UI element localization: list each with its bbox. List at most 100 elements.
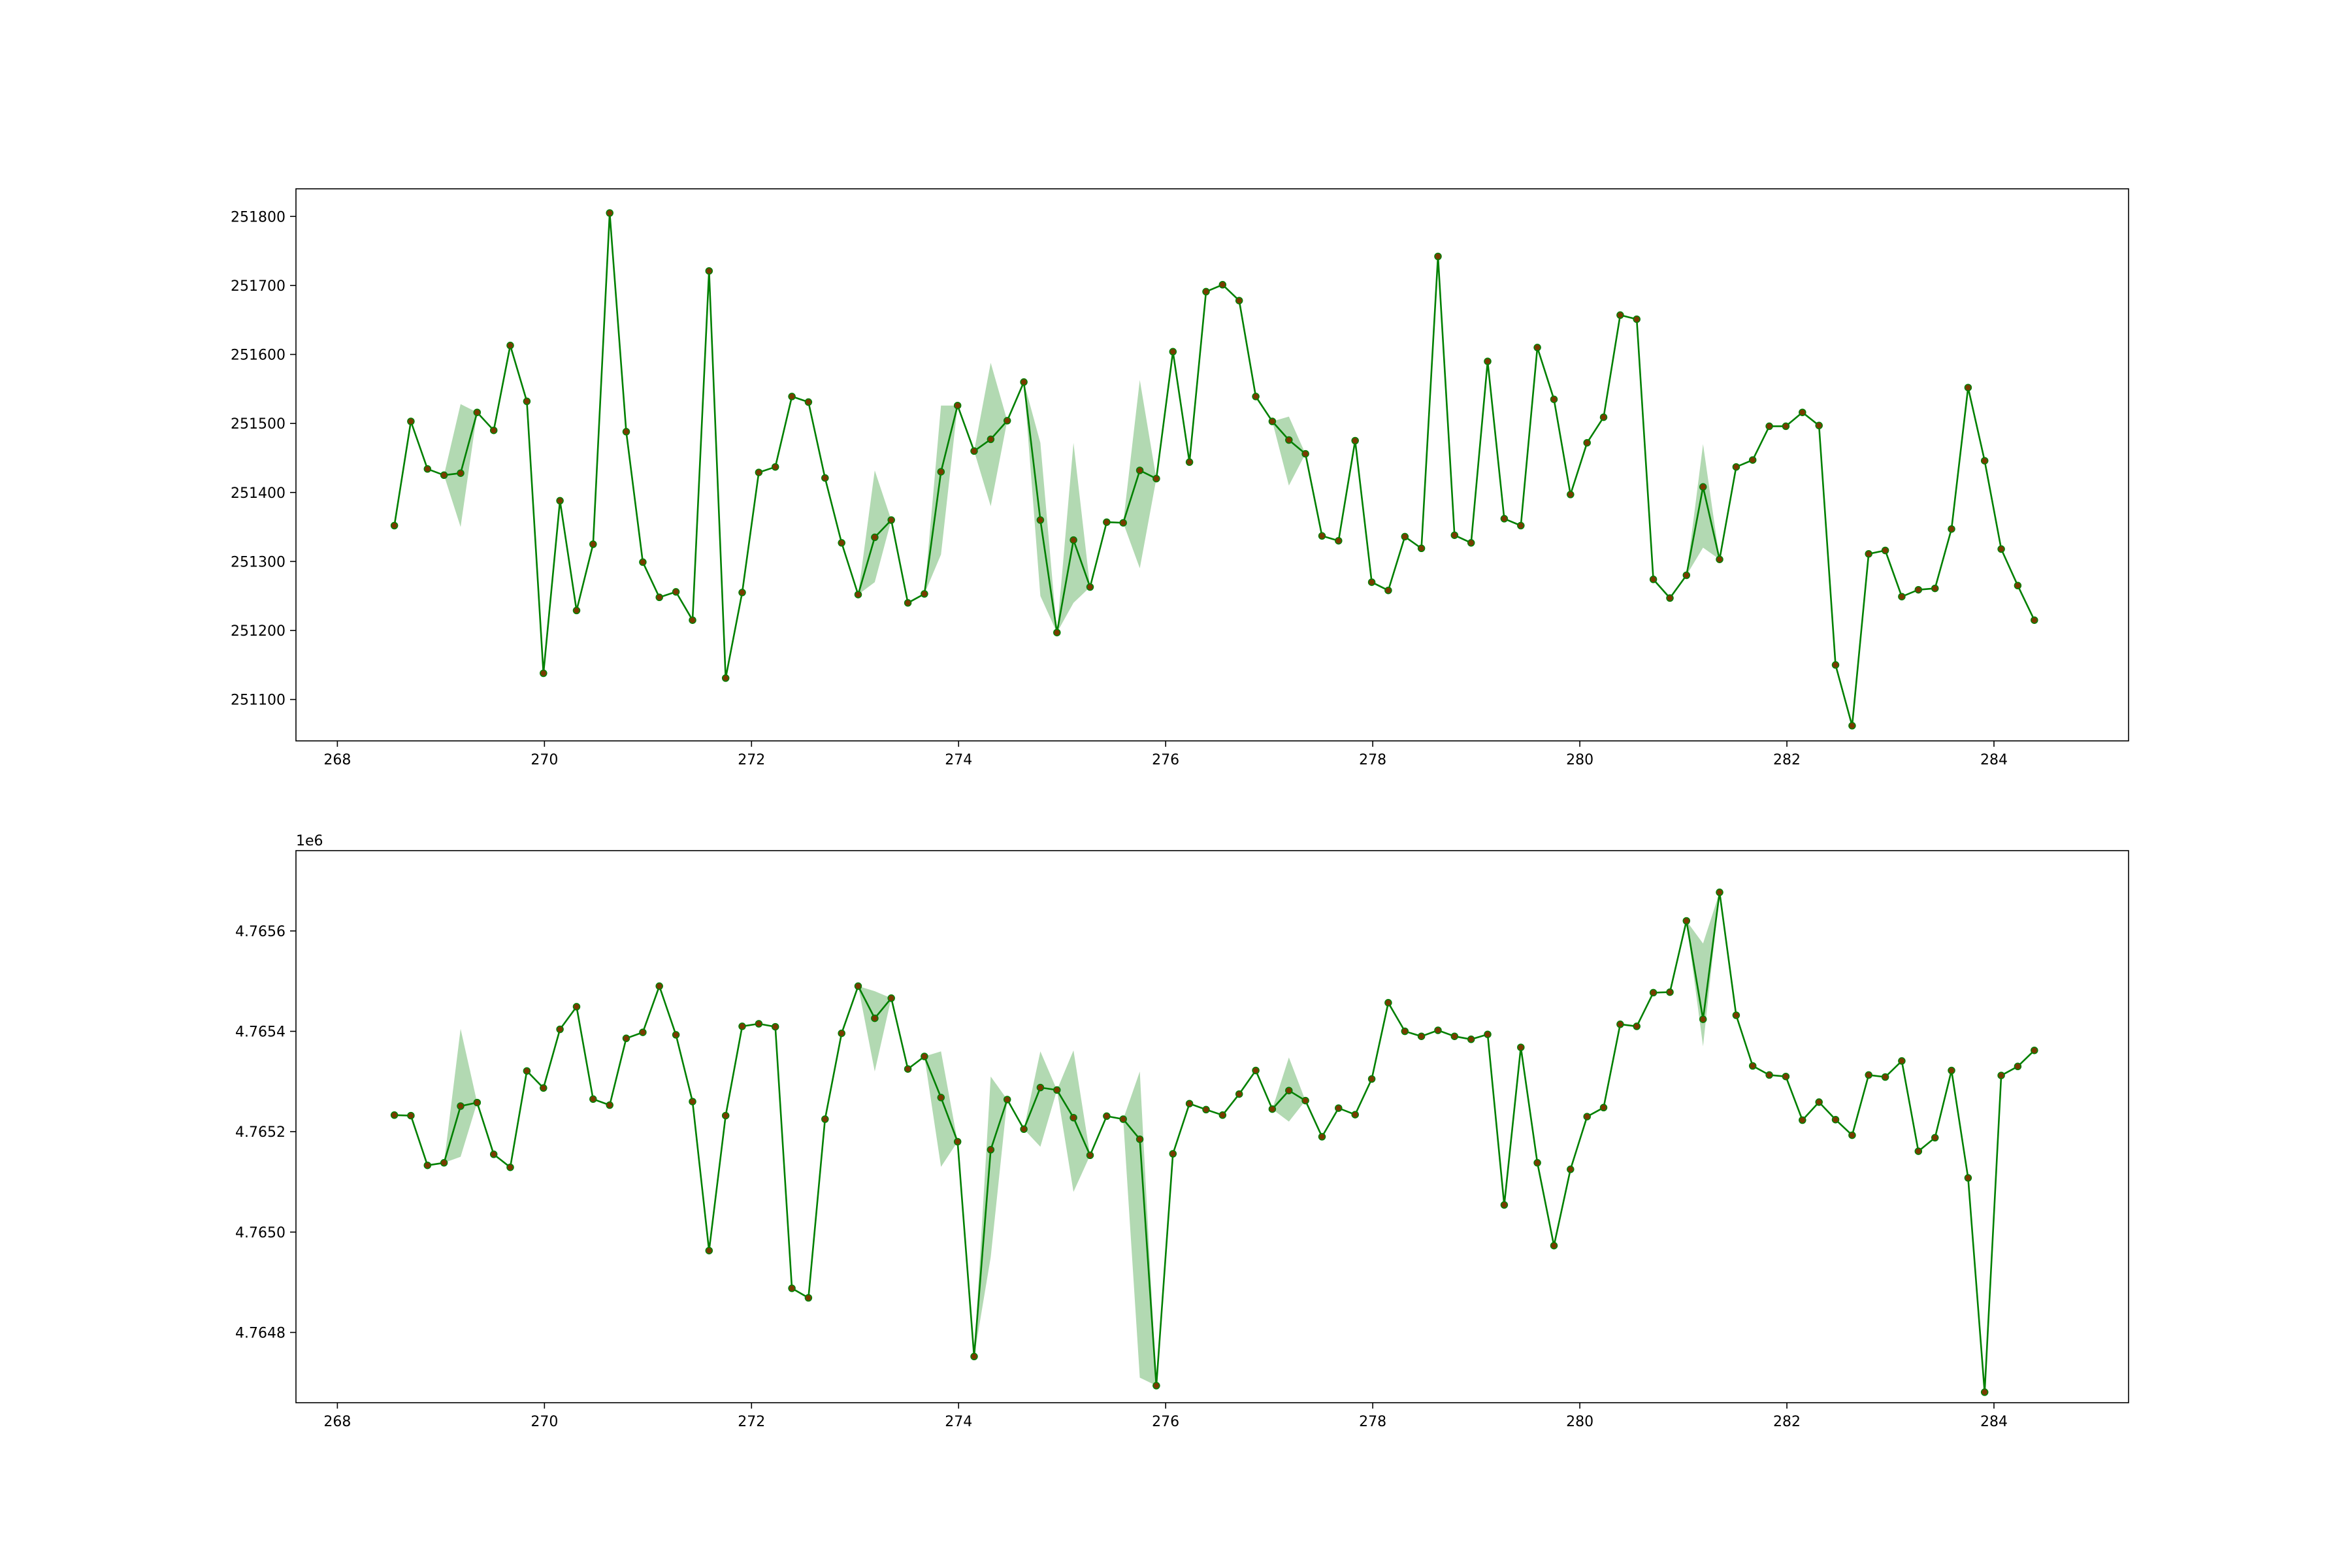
bottom-x-tick-label: 284 <box>1980 1414 2008 1430</box>
top-y-tick-label: 251200 <box>231 623 286 640</box>
bottom-data-point <box>771 1022 779 1031</box>
bottom-plot-frame <box>295 850 2129 1403</box>
bottom-data-point <box>1070 1113 1077 1122</box>
bottom-data-point <box>1848 1131 1856 1139</box>
bottom-data-point <box>639 1028 647 1036</box>
bottom-data-point <box>1898 1057 1906 1065</box>
top-plot-frame <box>295 188 2129 742</box>
bottom-data-point <box>1831 1115 1840 1124</box>
bottom-data-point <box>672 1031 680 1039</box>
bottom-x-tick-label: 282 <box>1773 1414 1801 1430</box>
top-data-point <box>506 342 514 350</box>
top-y-tick-label: 251500 <box>231 416 286 433</box>
bottom-data-point <box>1748 1062 1757 1070</box>
bottom-data-point <box>970 1352 978 1361</box>
top-data-point <box>1599 413 1608 421</box>
top-data-point <box>921 590 928 598</box>
bottom-data-point <box>1119 1115 1127 1123</box>
top-data-point <box>622 428 630 436</box>
top-data-point <box>1964 384 1972 391</box>
bottom-data-point <box>1367 1075 1376 1083</box>
bottom-x-tick-label: 274 <box>945 1414 972 1430</box>
top-data-point <box>953 401 962 410</box>
top-data-point <box>1616 311 1624 319</box>
top-data-point <box>1748 456 1757 464</box>
bottom-y-tick-label: 4.7656 <box>235 924 286 940</box>
bottom-data-point <box>390 1111 399 1119</box>
bottom-data-point <box>1980 1388 1989 1396</box>
top-y-tick-label: 251100 <box>231 693 286 709</box>
bottom-data-point <box>1384 999 1392 1007</box>
bottom-data-point <box>921 1053 928 1060</box>
top-data-point <box>1070 536 1077 544</box>
top-data-point <box>540 669 547 678</box>
top-data-point <box>721 674 730 682</box>
top-data-point <box>1335 536 1343 545</box>
bottom-data-point <box>1020 1125 1028 1134</box>
bottom-data-point <box>1666 988 1674 996</box>
top-data-point <box>423 465 432 473</box>
bottom-data-point <box>1964 1174 1972 1182</box>
bottom-data-point <box>721 1111 730 1120</box>
bottom-data-point <box>622 1034 630 1043</box>
bottom-data-point <box>1931 1134 1939 1142</box>
top-line-chart: 268 270 272 274 276 278 280 282 284 251100 251200 2… <box>231 188 2129 768</box>
top-data-point <box>639 558 647 566</box>
top-y-tick-label: 251400 <box>231 485 286 502</box>
top-data-point <box>1301 449 1309 458</box>
top-data-point <box>1367 578 1376 586</box>
top-data-point <box>804 398 813 406</box>
bottom-data-point <box>1003 1096 1011 1103</box>
bottom-data-point <box>489 1151 498 1158</box>
top-data-point <box>1401 532 1409 541</box>
bottom-data-point <box>1682 917 1691 925</box>
bottom-data-point <box>1484 1030 1492 1038</box>
bottom-data-point <box>788 1284 796 1292</box>
top-data-point <box>489 426 498 434</box>
bottom-data-point <box>1599 1103 1608 1112</box>
top-data-point <box>1417 544 1426 553</box>
top-x-tick-label: 282 <box>1773 752 1801 768</box>
bottom-data-point <box>1086 1151 1094 1160</box>
bottom-data-point <box>1053 1086 1061 1094</box>
top-data-point <box>1997 545 2005 553</box>
top-x-tick-label: 274 <box>945 752 972 768</box>
top-data-point <box>838 539 845 547</box>
bottom-data-point <box>838 1029 845 1037</box>
top-data-point <box>440 471 448 480</box>
top-data-point <box>1020 378 1028 386</box>
top-data-point <box>854 591 862 598</box>
top-data-point <box>1649 576 1658 583</box>
bottom-data-point <box>1417 1032 1426 1040</box>
top-data-point <box>589 540 597 548</box>
bottom-data-point <box>1865 1071 1872 1079</box>
bottom-series-line <box>394 891 2035 1394</box>
top-data-point <box>1848 722 1856 730</box>
bottom-line-chart: 268 270 272 274 276 278 280 282 284 4.7648 4.7650 4… <box>235 833 2129 1430</box>
top-data-point <box>1914 585 1923 594</box>
top-data-point <box>1268 417 1277 425</box>
top-data-point <box>887 516 895 524</box>
top-x-tick-label: 280 <box>1566 752 1593 768</box>
top-data-point <box>1384 586 1392 595</box>
top-data-point <box>1500 515 1509 523</box>
top-data-point <box>655 593 663 602</box>
bottom-data-point <box>1782 1072 1790 1081</box>
bottom-data-point <box>1997 1071 2005 1079</box>
top-data-point <box>1318 532 1326 540</box>
bottom-data-point <box>2031 1046 2038 1054</box>
bottom-data-point <box>755 1020 763 1028</box>
top-data-point <box>1633 315 1641 323</box>
top-data-point <box>1036 516 1045 524</box>
top-data-point <box>755 468 763 476</box>
bottom-data-point <box>1550 1241 1558 1250</box>
bottom-data-point <box>1517 1043 1525 1051</box>
bottom-data-point <box>738 1022 746 1030</box>
bottom-data-point <box>1268 1105 1277 1113</box>
top-data-point <box>1716 555 1723 563</box>
bottom-x-tick-label: 270 <box>531 1414 558 1430</box>
top-data-point <box>606 209 613 217</box>
bottom-data-point <box>1616 1021 1624 1028</box>
top-confidence-band <box>394 213 2034 726</box>
bottom-x-tick-label: 268 <box>323 1414 351 1430</box>
